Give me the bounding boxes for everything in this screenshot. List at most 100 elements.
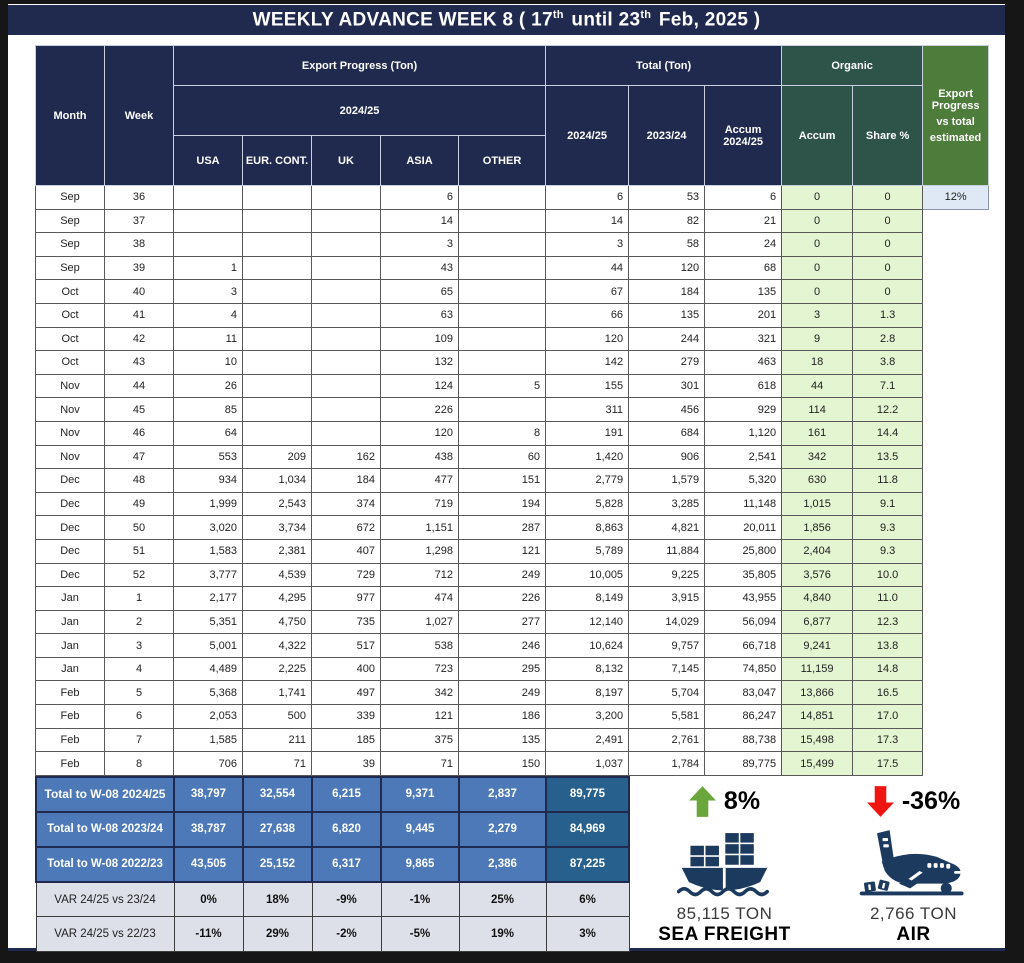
- total-2324-cell: 9,225: [628, 562, 706, 588]
- organic-share-cell: 0: [852, 279, 924, 304]
- progress-cell: [923, 469, 989, 493]
- sea-trend: 8%: [688, 782, 760, 820]
- asia-cell: 120: [380, 420, 459, 446]
- other-cell: 186: [457, 704, 547, 729]
- footer-value-cell: 25%: [458, 881, 547, 918]
- total-2324-cell: 82: [628, 208, 706, 234]
- accum-2425-cell: 1,120: [704, 420, 783, 446]
- uk-cell: 39: [311, 751, 381, 776]
- total-2425-cell: 66: [545, 302, 630, 328]
- eur-cont-cell: [242, 326, 312, 352]
- uk-cell: [311, 420, 381, 446]
- month-cell: Oct: [35, 302, 105, 328]
- progress-cell: [923, 728, 989, 752]
- week-cell: 49: [104, 491, 174, 517]
- header-organic-accum: Accum: [781, 85, 854, 186]
- accum-2425-cell: 88,738: [704, 727, 783, 753]
- progress-cell: [923, 398, 989, 422]
- other-cell: 8: [457, 420, 547, 446]
- week-cell: 37: [104, 208, 174, 234]
- organic-accum-cell: 0: [781, 255, 854, 281]
- progress-cell: [923, 492, 989, 516]
- header-total-2024-25: 2024/25: [545, 85, 630, 186]
- eur-cont-cell: 4,750: [242, 609, 312, 635]
- total-2324-cell: 184: [628, 279, 706, 304]
- eur-cont-cell: 211: [242, 727, 312, 753]
- total-2324-cell: 906: [628, 444, 706, 470]
- usa-cell: 5,368: [173, 680, 243, 706]
- accum-2425-cell: 463: [704, 350, 783, 375]
- organic-share-cell: 2.8: [852, 326, 924, 352]
- footer-value-cell: 2,386: [458, 845, 547, 883]
- total-2425-cell: 1,420: [545, 444, 630, 470]
- footer-value-cell: 6%: [545, 881, 630, 918]
- total-2425-cell: 67: [545, 279, 630, 304]
- header-accum-2024-25: Accum 2024/25: [704, 85, 783, 186]
- footer-row-label: Total to W-08 2023/24: [35, 810, 175, 848]
- eur-cont-cell: [242, 350, 312, 375]
- other-cell: 226: [457, 586, 547, 611]
- header-month: Month: [35, 45, 105, 186]
- organic-accum-cell: 3: [781, 302, 854, 328]
- organic-accum-cell: 9: [781, 326, 854, 352]
- total-2425-cell: 1,037: [545, 751, 630, 776]
- footer-value-cell: 6,215: [311, 775, 382, 813]
- accum-2425-cell: 21: [704, 208, 783, 234]
- organic-share-cell: 0: [852, 208, 924, 234]
- organic-share-cell: 0: [852, 255, 924, 281]
- asia-cell: 121: [380, 704, 459, 729]
- progress-cell: [923, 563, 989, 587]
- week-cell: 38: [104, 232, 174, 257]
- total-2324-cell: 279: [628, 350, 706, 375]
- footer-value-cell: 2,837: [458, 775, 547, 813]
- week-cell: 7: [104, 727, 174, 753]
- total-2324-cell: 684: [628, 420, 706, 446]
- footer-value-cell: 9,445: [380, 810, 460, 848]
- other-cell: 249: [457, 562, 547, 588]
- week-cell: 39: [104, 255, 174, 281]
- asia-cell: 63: [380, 302, 459, 328]
- header-organic-share: Share %: [852, 85, 924, 186]
- organic-accum-cell: 11,159: [781, 656, 854, 682]
- progress-cell: [923, 256, 989, 280]
- uk-cell: 735: [311, 609, 381, 635]
- air-trend: -36%: [866, 782, 960, 820]
- asia-cell: 342: [380, 680, 459, 706]
- header-line: vs total: [936, 115, 975, 128]
- header-line: Export Progress: [931, 87, 980, 112]
- table-row: Feb 7 1,585 211 185 375 135 2,491 2,761 88,738 15,…: [35, 727, 989, 753]
- eur-cont-cell: 2,381: [242, 538, 312, 564]
- usa-cell: 3,020: [173, 515, 243, 540]
- total-2324-cell: 53: [628, 185, 706, 210]
- usa-cell: 3: [173, 279, 243, 304]
- footer-value-cell: 27,638: [242, 810, 313, 848]
- table-row: Nov 47 553 209 162 438 60 1,420 906 2,541 342 13.5: [35, 444, 989, 470]
- total-2324-cell: 1,579: [628, 468, 706, 493]
- week-cell: 47: [104, 444, 174, 470]
- footer-value-cell: 3%: [545, 916, 630, 953]
- organic-share-cell: 12.3: [852, 609, 924, 635]
- month-cell: Nov: [35, 373, 105, 399]
- accum-2425-cell: 135: [704, 279, 783, 304]
- total-2425-cell: 44: [545, 255, 630, 281]
- organic-accum-cell: 342: [781, 444, 854, 470]
- uk-cell: [311, 350, 381, 375]
- table-row: Nov 46 64 120 8 191 684 1,120 161 14.4: [35, 420, 989, 446]
- total-2425-cell: 3,200: [545, 704, 630, 729]
- table-row: Feb 6 2,053 500 339 121 186 3,200 5,581 86,247 14,…: [35, 704, 989, 729]
- progress-cell: [923, 587, 989, 611]
- organic-share-cell: 16.5: [852, 680, 924, 706]
- eur-cont-cell: 4,295: [242, 586, 312, 611]
- accum-2425-cell: 56,094: [704, 609, 783, 635]
- asia-cell: 109: [380, 326, 459, 352]
- down-arrow-icon: [866, 785, 894, 817]
- uk-cell: 184: [311, 468, 381, 493]
- header-export-progress: Export Progress (Ton): [172, 45, 547, 86]
- eur-cont-cell: 1,034: [242, 468, 312, 493]
- organic-share-cell: 7.1: [852, 373, 924, 399]
- accum-2425-cell: 20,011: [704, 515, 783, 540]
- uk-cell: [311, 279, 381, 304]
- header-week: Week: [104, 45, 174, 186]
- total-2425-cell: 8,863: [545, 515, 630, 540]
- uk-cell: [311, 373, 381, 399]
